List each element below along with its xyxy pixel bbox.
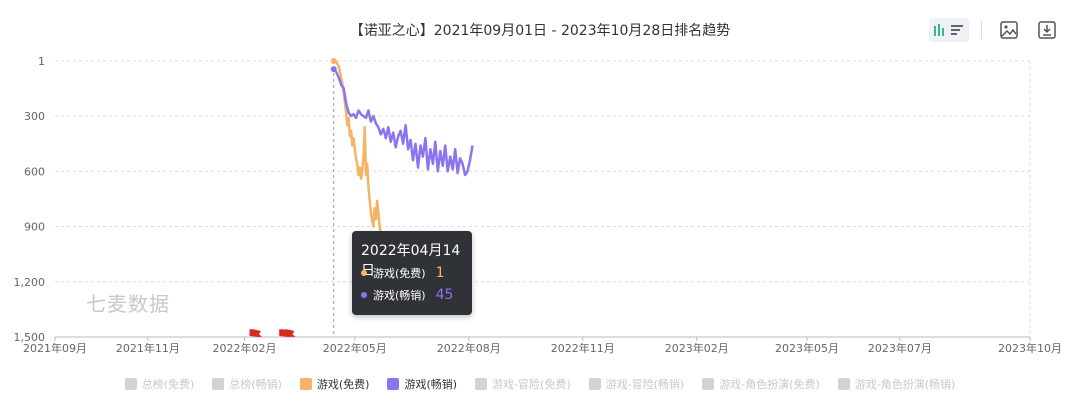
chart-toolbar [929, 18, 1062, 42]
x-tick-label: 2023年05月 [775, 341, 839, 355]
download-button[interactable] [1032, 18, 1062, 42]
series-point [330, 58, 337, 64]
y-tick-label: 300 [24, 110, 45, 123]
x-tick-label: 2021年11月 [116, 341, 180, 355]
legend-item[interactable]: 游戏(畅销) [387, 376, 457, 392]
legend-swatch-icon [212, 378, 225, 390]
legend-swatch-icon [387, 378, 400, 390]
y-tick-label: 1,200 [14, 276, 46, 289]
x-tick-label: 2023年07月 [868, 341, 932, 355]
chart-series [330, 58, 474, 235]
legend-swatch-icon [702, 378, 715, 390]
save-image-button[interactable] [994, 18, 1024, 42]
legend-swatch-icon [475, 378, 488, 390]
download-icon [1038, 21, 1056, 39]
x-tick-label: 2022年05月 [323, 341, 387, 355]
watermark: 七麦数据 [86, 292, 170, 316]
flag-marker-icon [251, 329, 262, 343]
image-icon [1000, 21, 1018, 39]
tooltip-row: 游戏(畅销) 45 [361, 287, 453, 303]
x-tick-label: 2023年10月 [998, 341, 1062, 355]
x-tick-label: 2022年08月 [437, 341, 501, 355]
legend-label: 游戏-冒险(畅销) [605, 378, 685, 391]
series-point [330, 66, 337, 73]
chart-legend: 总榜(免费) 总榜(畅销) 游戏(免费) 游戏(畅销) 游戏-冒险(免费) 游戏-冒险(畅… [0, 376, 1080, 392]
legend-item[interactable]: 游戏-角色扮演(畅销) [837, 376, 956, 392]
toolbar-divider [981, 21, 982, 39]
legend-swatch-icon [124, 378, 137, 390]
y-tick-label: 900 [24, 221, 45, 234]
x-tick-label: 2021年09月 [23, 341, 87, 355]
legend-item[interactable]: 游戏-冒险(免费) [475, 376, 571, 392]
legend-item[interactable]: 游戏-角色扮演(免费) [702, 376, 820, 392]
flag-marker-icon [285, 329, 296, 343]
x-tick-label: 2023年02月 [665, 341, 729, 355]
bar-chart-icon [934, 24, 963, 36]
flag-markers [249, 329, 296, 343]
chart-title: 【诺亚之心】2021年09月01日 - 2023年10月28日排名趋势 [349, 23, 731, 39]
legend-label: 游戏-角色扮演(免费) [719, 378, 820, 391]
x-tick-label: 2022年11月 [551, 341, 615, 355]
legend-label: 游戏(畅销) [404, 378, 458, 391]
y-tick-label: 1,500 [14, 331, 46, 344]
chart-type-toggle-button[interactable] [929, 18, 969, 42]
legend-label: 总榜(畅销) [229, 378, 282, 391]
legend-item[interactable]: 游戏(免费) [299, 376, 370, 392]
legend-swatch-icon [299, 378, 312, 390]
y-axis-ticks: 1 300 600 900 1,200 1,500 [14, 55, 46, 344]
x-axis-ticks: 2021年09月 2021年11月 2022年02月 2022年05月 2022年08月… [23, 341, 1062, 355]
series-line [333, 59, 383, 235]
chart-grid [54, 60, 1031, 341]
legend-swatch-icon [837, 378, 850, 390]
legend-item[interactable]: 总榜(畅销) [212, 376, 282, 392]
chart-tooltip: 2022年04月14日 游戏(免费) 1 游戏(畅销) 45 [352, 231, 472, 315]
y-tick-label: 1 [38, 55, 45, 68]
legend-label: 总榜(免费) [141, 378, 195, 391]
x-tick-label: 2022年02月 [213, 341, 277, 355]
tooltip-row-value: 1 [435, 265, 445, 281]
legend-swatch-icon [588, 378, 601, 390]
legend-item[interactable]: 总榜(免费) [124, 376, 195, 392]
tooltip-row-label: 游戏(免费) [373, 267, 426, 280]
legend-item[interactable]: 游戏-冒险(畅销) [588, 376, 685, 392]
tooltip-row-value: 45 [435, 287, 454, 303]
series-dot-icon [361, 292, 367, 298]
tooltip-row-label: 游戏(畅销) [373, 289, 426, 302]
series-dot-icon [361, 270, 367, 276]
legend-label: 游戏-角色扮演(畅销) [854, 378, 956, 391]
legend-label: 游戏-冒险(免费) [492, 378, 571, 391]
tooltip-row: 游戏(免费) 1 [361, 265, 445, 281]
series-line [332, 68, 474, 177]
y-tick-label: 600 [24, 165, 45, 178]
legend-label: 游戏(免费) [316, 378, 370, 391]
